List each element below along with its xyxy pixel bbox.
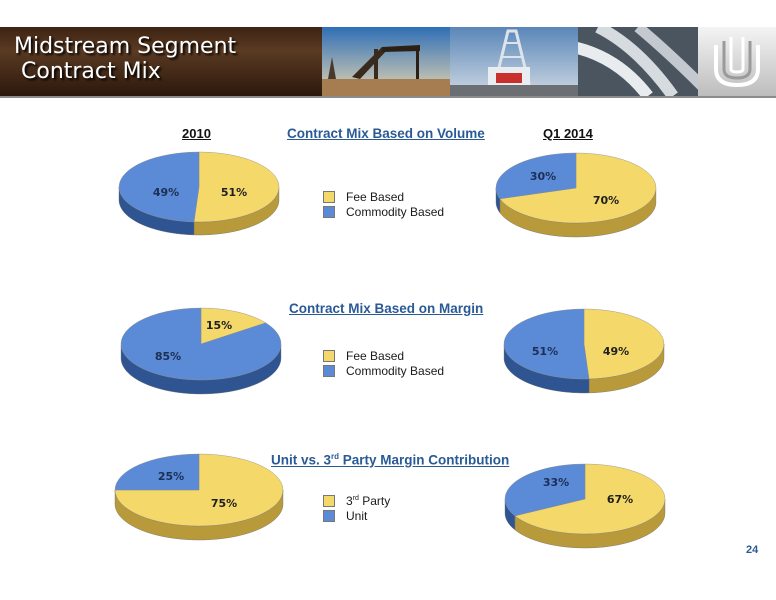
- pie-slice-1: [120, 307, 282, 381]
- pie-slice-1: [504, 463, 586, 517]
- pie-slice-1: [503, 308, 590, 380]
- volume-section-title: Contract Mix Based on Volume: [287, 126, 485, 141]
- header-divider: [0, 96, 776, 98]
- pie-slice-0: [583, 308, 665, 380]
- pie-slice-0: [200, 307, 267, 345]
- legend-label: Fee Based: [346, 189, 405, 204]
- unit-legend: 3rd Party Unit: [323, 493, 390, 523]
- pie-unit-2010: 75% 25%: [114, 453, 284, 541]
- commodity-swatch: [323, 364, 335, 377]
- year-label-left: 2010: [182, 126, 211, 141]
- legend-label: Commodity Based: [346, 204, 445, 219]
- pie-value-label: 15%: [206, 319, 232, 332]
- legend-label: Commodity Based: [346, 363, 445, 378]
- pipeline-image: [578, 27, 698, 96]
- volume-legend: Fee Based Commodity Based: [323, 189, 444, 219]
- legend-label: 3rd Party: [346, 494, 390, 508]
- unit-section-title: Unit vs. 3rd Party Margin Contribution: [271, 452, 509, 468]
- pie-margin-q1-2014: 49% 51%: [503, 308, 665, 394]
- pie-slice-1: [114, 453, 200, 491]
- pie-slice-0: [193, 151, 280, 223]
- oil-pumpjack-image: [322, 27, 450, 96]
- pie-value-label: 30%: [530, 170, 556, 183]
- pie-value-label: 67%: [607, 493, 633, 506]
- pie-value-label: 49%: [153, 186, 179, 199]
- pie-value-label: 25%: [158, 470, 184, 483]
- pie-value-label: 51%: [532, 345, 558, 358]
- legend-label-sup: rd: [352, 494, 359, 502]
- pie-unit-q1-2014: 67% 33%: [504, 463, 666, 549]
- legend-item-fee: Fee Based: [323, 189, 444, 204]
- unit-title-superscript: rd: [331, 452, 340, 461]
- legend-label-rest: Party: [358, 493, 391, 508]
- legend-label-number: 3: [346, 493, 353, 508]
- pie-value-label: 49%: [603, 345, 629, 358]
- legend-item-third-party: 3rd Party: [323, 493, 390, 508]
- pie-value-label: 70%: [593, 194, 619, 207]
- pie-value-label: 85%: [155, 350, 181, 363]
- pie-slice-0: [499, 152, 657, 224]
- pie-slice-0: [514, 463, 666, 535]
- slide-title: Midstream Segment Contract Mix: [14, 34, 237, 84]
- drilling-rig-image: [450, 27, 578, 96]
- unit-title-prefix: Unit vs. 3: [271, 452, 332, 468]
- legend-item-unit: Unit: [323, 508, 390, 523]
- year-label-right: Q1 2014: [543, 126, 593, 141]
- legend-item-fee: Fee Based: [323, 348, 444, 363]
- pie-slice-1: [118, 151, 200, 223]
- unit-swatch: [323, 509, 335, 522]
- fee-swatch: [323, 190, 335, 203]
- pie-value-label: 33%: [543, 476, 569, 489]
- third-party-swatch: [323, 494, 335, 507]
- pie-slice-1: [495, 152, 577, 200]
- commodity-swatch: [323, 205, 335, 218]
- pie-volume-q1-2014: 70% 30%: [495, 152, 657, 238]
- company-logo-icon: [698, 27, 776, 96]
- page-number: 24: [746, 544, 759, 556]
- pie-volume-2010: 51% 49%: [118, 151, 280, 236]
- margin-section-title: Contract Mix Based on Margin: [289, 301, 484, 316]
- fee-swatch: [323, 349, 335, 362]
- legend-label: Unit: [346, 508, 368, 523]
- pie-margin-2010: 15% 85%: [120, 307, 282, 395]
- unit-title-suffix: Party Margin Contribution: [339, 452, 510, 468]
- pie-value-label: 51%: [221, 186, 247, 199]
- margin-legend: Fee Based Commodity Based: [323, 348, 444, 378]
- legend-item-commodity: Commodity Based: [323, 204, 444, 219]
- pie-value-label: 75%: [211, 497, 237, 510]
- legend-label: Fee Based: [346, 348, 405, 363]
- pie-slice-0: [114, 453, 284, 527]
- legend-item-commodity: Commodity Based: [323, 363, 444, 378]
